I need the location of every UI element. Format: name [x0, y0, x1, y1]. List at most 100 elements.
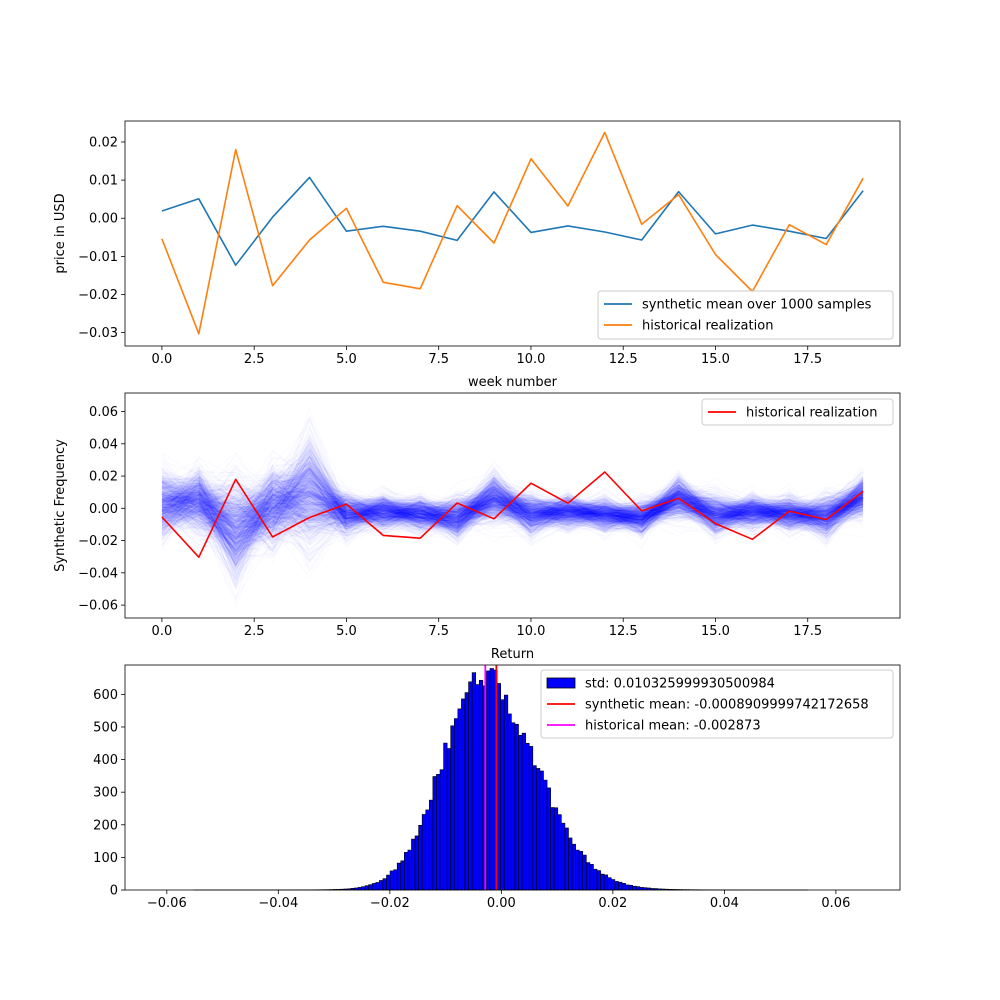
x-tick-label: −0.04	[258, 896, 298, 911]
histogram-bar	[575, 849, 580, 891]
histogram-bar	[400, 860, 405, 891]
histogram-bar	[364, 885, 369, 891]
y-tick-label: 300	[93, 786, 118, 801]
legend-frame	[597, 290, 894, 340]
x-tick-label: 7.5	[428, 352, 449, 367]
histogram-bar	[443, 742, 448, 891]
histogram-bar	[614, 881, 619, 891]
histogram-bar	[500, 699, 505, 891]
x-tick-label: 17.5	[793, 352, 822, 367]
y-tick-label: 400	[93, 753, 118, 768]
y-tick-label: 0.06	[89, 405, 118, 420]
histogram-bar	[386, 874, 391, 891]
histogram-bar	[610, 879, 616, 891]
axes-2: 0.0 2.5 5.0 7.5 10.0 12.5 15.0 17.5 −0.06 −0.04 −0…	[78, 405, 822, 639]
legend-label: historical mean: -0.002873	[585, 719, 761, 734]
y-tick-label: 0.02	[89, 135, 118, 150]
histogram-bar	[578, 850, 584, 891]
histogram-bar	[393, 869, 398, 891]
histogram-bar	[457, 708, 462, 891]
histogram-bar	[446, 748, 452, 891]
histogram-bar	[525, 742, 530, 891]
y-axis-label: price in USD	[53, 193, 68, 273]
histogram-bar	[571, 843, 576, 891]
histogram-bar	[503, 694, 509, 891]
histogram-bar	[518, 734, 523, 891]
y-tick-label: 0.04	[89, 437, 118, 452]
x-tick-label: 2.5	[244, 624, 265, 639]
histogram-bar	[361, 886, 366, 891]
y-tick-label: −0.04	[78, 566, 118, 581]
histogram-bar	[536, 768, 541, 891]
histogram-bar	[596, 870, 601, 891]
histogram-bar	[478, 679, 484, 891]
histogram-bar	[425, 809, 430, 891]
histogram-bar	[453, 718, 459, 891]
histogram-bar	[507, 713, 512, 891]
legend-label: synthetic mean over 1000 samples	[642, 298, 872, 313]
histogram-bar	[543, 779, 548, 891]
x-tick-label: 15.0	[701, 352, 730, 367]
histogram-bar	[461, 698, 466, 891]
axes-3: −0.06 −0.04 −0.02 0.00 0.02 0.04 0.06 0 100 200 30…	[93, 688, 850, 911]
histogram-bar	[553, 807, 559, 891]
x-tick-label: 10.0	[516, 624, 545, 639]
legend-label: std: 0.010325999930500984	[585, 677, 775, 692]
legend-label: historical realization	[642, 319, 773, 334]
histogram-bar	[379, 880, 384, 891]
legend-3: std: 0.010325999930500984 synthetic mean:…	[540, 669, 894, 739]
legend-2: historical realization	[701, 398, 894, 426]
histogram-bar	[411, 838, 416, 891]
histogram-bar	[557, 814, 562, 891]
x-tick-label: −0.02	[370, 896, 410, 911]
plot-frame-2	[124, 392, 901, 619]
y-tick-label: 600	[93, 688, 118, 703]
series-line-2	[161, 131, 864, 335]
series-line-1	[161, 176, 864, 267]
x-axis-label: Return	[491, 647, 534, 662]
histogram-bar	[582, 854, 587, 891]
histogram-bar	[371, 883, 377, 891]
histogram-bar	[489, 668, 494, 891]
histogram-bar	[389, 870, 394, 891]
legend-frame	[540, 669, 894, 739]
x-tick-label: 7.5	[428, 624, 449, 639]
histogram-bar	[621, 883, 626, 891]
x-tick-label: 12.5	[609, 624, 638, 639]
y-tick-label: 0.01	[89, 174, 118, 189]
y-tick-label: 0.00	[89, 212, 118, 227]
x-tick-label: 10.0	[516, 352, 545, 367]
histogram-bar	[514, 723, 519, 891]
x-tick-label: 0.06	[821, 896, 850, 911]
y-tick-label: −0.06	[78, 599, 118, 614]
y-tick-label: −0.01	[78, 250, 118, 265]
legend-label: synthetic mean: -0.0008909999742172658	[585, 698, 869, 713]
x-tick-label: 0.0	[152, 352, 173, 367]
y-tick-label: −0.02	[78, 534, 118, 549]
x-tick-label: 12.5	[609, 352, 638, 367]
histogram-bar	[632, 885, 637, 891]
histogram-bar	[532, 765, 537, 891]
historical-realization-line	[161, 471, 864, 559]
x-tick-label: 0.04	[710, 896, 739, 911]
histogram-bar	[593, 868, 598, 891]
histogram-bar	[450, 725, 455, 891]
y-tick-label: 500	[93, 720, 118, 735]
y-tick-label: 200	[93, 818, 118, 833]
histogram-bar	[368, 884, 373, 891]
x-tick-label: 0.00	[487, 896, 516, 911]
histogram-bar	[561, 822, 566, 891]
histogram-bar	[432, 776, 437, 891]
y-tick-label: 0.00	[89, 502, 118, 517]
histogram-bar	[382, 878, 387, 891]
plot-frame-1	[124, 120, 901, 347]
histogram-bar	[468, 681, 473, 891]
y-tick-label: 0.02	[89, 470, 118, 485]
histogram-bar	[407, 849, 412, 891]
histogram-bar	[396, 862, 402, 891]
y-tick-label: 100	[93, 851, 118, 866]
histogram-bar	[436, 774, 441, 891]
histogram-bar	[475, 684, 480, 891]
plot-frame-3	[124, 664, 901, 891]
